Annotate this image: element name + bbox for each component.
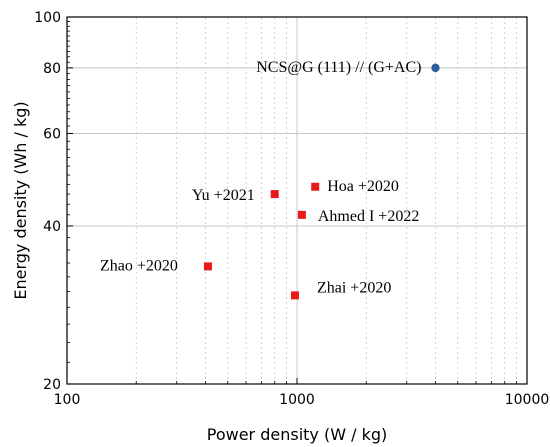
y-tick-label: 20 [43, 377, 61, 393]
y-tick-label: 40 [43, 219, 61, 235]
y-axis-title: Energy density (Wh / kg) [11, 101, 30, 299]
data-point-label: Hoa +2020 [327, 178, 399, 195]
y-tick-label: 80 [43, 61, 61, 77]
data-point-circle [431, 63, 440, 73]
data-point-square [297, 210, 306, 219]
data-point-label: Ahmed I +2022 [318, 208, 419, 225]
data-point-square [311, 182, 320, 191]
data-labels: NCS@G (111) // (G+AC) Yu +2021 Hoa +2020 Ah… [100, 59, 421, 296]
data-points [203, 63, 440, 300]
data-point-square [270, 190, 279, 199]
x-axis-title: Power density (W / kg) [207, 425, 388, 444]
data-point-label: Yu +2021 [192, 187, 255, 204]
data-point-label: Zhai +2020 [317, 279, 391, 296]
data-point-square [290, 291, 299, 300]
data-point-square [203, 262, 212, 271]
tick-labels: 100 1000 10000 20 40 60 80 100 [34, 10, 549, 408]
data-point-label: Zhao +2020 [100, 257, 178, 274]
plot-frame [66, 16, 528, 385]
x-tick-label: 100 [54, 392, 81, 408]
y-tick-label: 60 [43, 126, 61, 142]
data-point-label: NCS@G (111) // (G+AC) [256, 59, 421, 76]
x-tick-label: 1000 [279, 392, 315, 408]
y-tick-label: 100 [34, 10, 61, 26]
x-tick-label: 10000 [505, 392, 550, 408]
